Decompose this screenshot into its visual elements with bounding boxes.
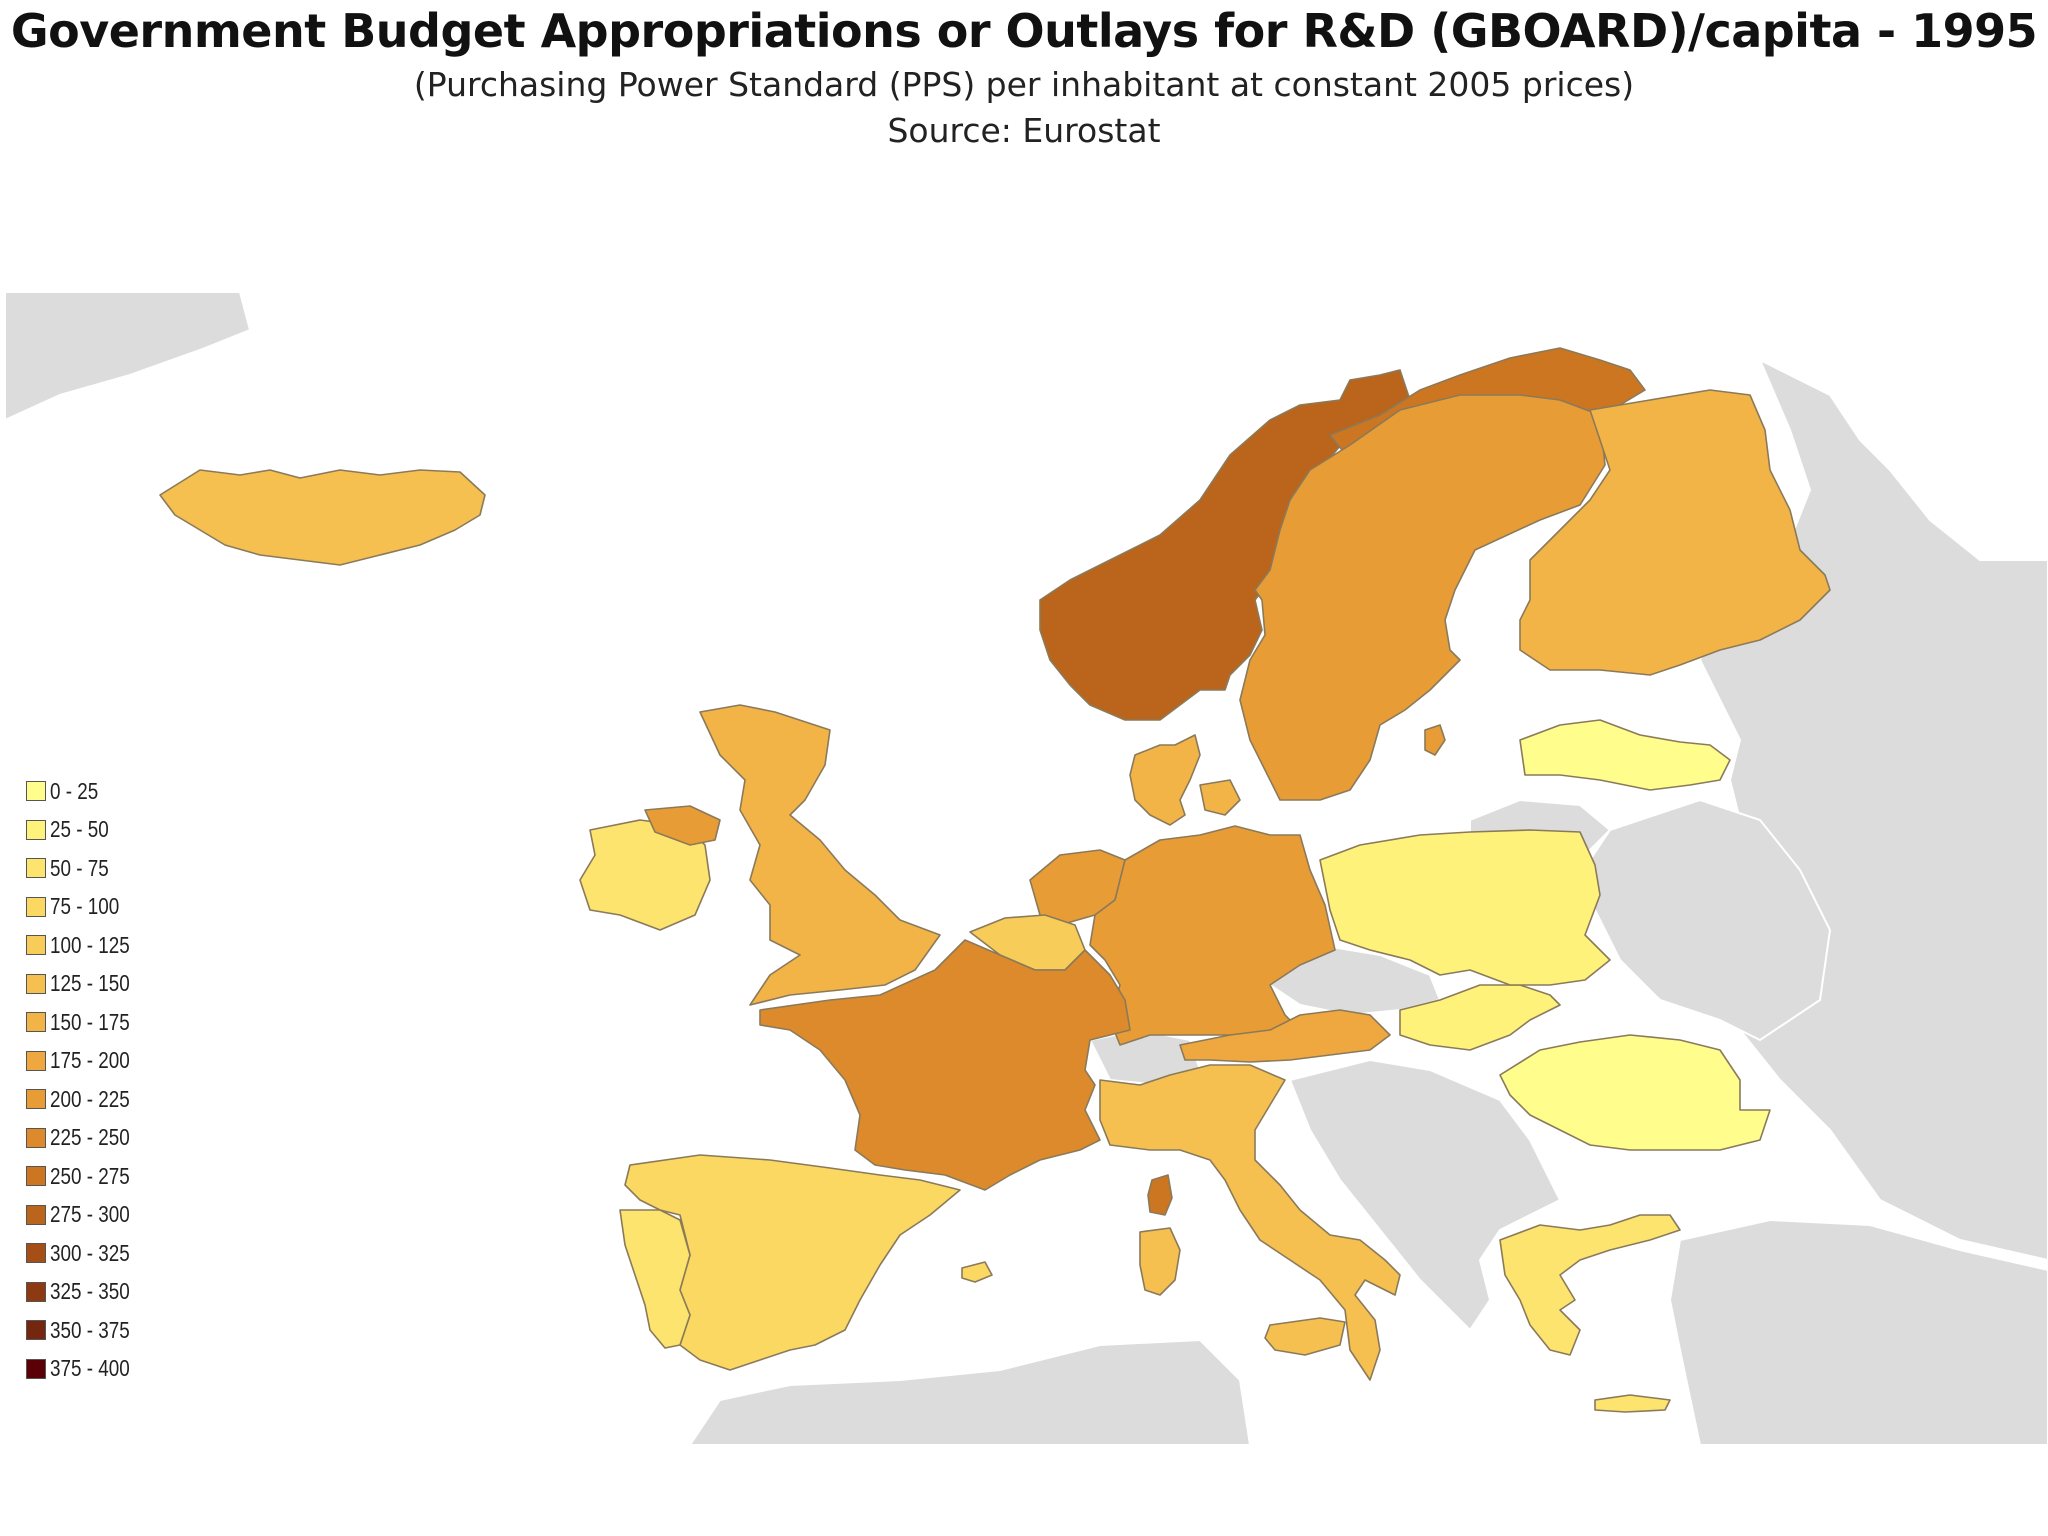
balkans-land	[1288, 1058, 1562, 1332]
legend-item: 0 - 25	[26, 772, 147, 811]
legend-label: 75 - 100	[50, 893, 120, 920]
region-austria[interactable]	[1179, 1009, 1391, 1063]
region-sweden[interactable]	[1239, 394, 1606, 801]
legend-swatch	[26, 935, 46, 956]
region-northern-ireland[interactable]	[644, 805, 721, 846]
legend-label: 275 - 300	[50, 1201, 130, 1228]
legend-item: 200 - 225	[26, 1080, 147, 1119]
region-baltic-states[interactable]	[1519, 719, 1731, 791]
legend-swatch	[26, 781, 46, 802]
north-africa-land	[688, 1338, 1252, 1446]
legend-item: 375 - 400	[26, 1350, 147, 1389]
legend-label: 200 - 225	[50, 1085, 130, 1112]
legend-label: 375 - 400	[50, 1355, 130, 1382]
greenland-land	[4, 291, 252, 422]
header: Government Budget Appropriations or Outl…	[0, 0, 2048, 154]
region-denmark[interactable]	[1129, 734, 1201, 826]
legend-item: 100 - 125	[26, 926, 147, 965]
legend-swatch	[26, 1089, 46, 1110]
legend-label: 150 - 175	[50, 1008, 130, 1035]
legend-item: 125 - 150	[26, 965, 147, 1004]
region-corsica	[1147, 1174, 1173, 1216]
region-gotland	[1424, 724, 1446, 756]
region-france[interactable]	[759, 939, 1131, 1191]
legend-label: 125 - 150	[50, 970, 130, 997]
region-greece[interactable]	[1499, 1214, 1681, 1356]
legend-item: 175 - 200	[26, 1042, 147, 1081]
legend-label: 350 - 375	[50, 1316, 130, 1343]
turkey-land	[1668, 1218, 2048, 1446]
legend-swatch	[26, 1243, 46, 1264]
region-sardinia	[1139, 1227, 1181, 1296]
map-subtitle: (Purchasing Power Standard (PPS) per inh…	[413, 65, 1635, 104]
legend-item: 250 - 275	[26, 1157, 147, 1196]
legend-label: 250 - 275	[50, 1162, 130, 1189]
region-hungary[interactable]	[1399, 984, 1561, 1051]
legend-swatch	[26, 1358, 46, 1379]
legend-label: 50 - 75	[50, 854, 109, 881]
legend-item: 225 - 250	[26, 1119, 147, 1158]
region-finland[interactable]	[1519, 389, 1831, 676]
legend-label: 225 - 250	[50, 1124, 130, 1151]
legend-item: 275 - 300	[26, 1196, 147, 1235]
legend-item: 25 - 50	[26, 811, 147, 850]
legend-item: 325 - 350	[26, 1273, 147, 1312]
region-poland[interactable]	[1319, 829, 1611, 986]
region-sicily	[1264, 1317, 1346, 1356]
legend-item: 300 - 325	[26, 1234, 147, 1273]
map-source: Source: Eurostat	[887, 111, 1161, 150]
legend-swatch	[26, 1050, 46, 1071]
region-romania[interactable]	[1499, 1034, 1771, 1151]
legend-swatch	[26, 1320, 46, 1341]
region-italy[interactable]	[1099, 1064, 1401, 1381]
legend-swatch	[26, 1166, 46, 1187]
legend-label: 0 - 25	[50, 777, 99, 804]
legend-swatch	[26, 1204, 46, 1225]
legend-swatch	[26, 973, 46, 994]
legend-label: 300 - 325	[50, 1239, 130, 1266]
legend-swatch	[26, 896, 46, 917]
countries	[159, 347, 1831, 1413]
legend-swatch	[26, 1127, 46, 1148]
legend-swatch	[26, 1281, 46, 1302]
legend-item: 150 - 175	[26, 1003, 147, 1042]
region-crete	[1594, 1394, 1671, 1413]
legend-label: 100 - 125	[50, 931, 130, 958]
region-balearic	[961, 1261, 993, 1283]
region-denmark-islands	[1199, 779, 1241, 816]
legend-swatch	[26, 819, 46, 840]
legend-item: 350 - 375	[26, 1311, 147, 1350]
legend-label: 175 - 200	[50, 1047, 130, 1074]
legend-item: 75 - 100	[26, 888, 147, 927]
region-iceland[interactable]	[159, 469, 486, 566]
legend-swatch	[26, 858, 46, 879]
legend-label: 325 - 350	[50, 1278, 130, 1305]
legend-swatch	[26, 1012, 46, 1033]
region-spain[interactable]	[624, 1154, 961, 1371]
map-title: Government Budget Appropriations or Outl…	[10, 4, 2038, 58]
region-portugal[interactable]	[619, 1209, 691, 1349]
legend-item: 50 - 75	[26, 849, 147, 888]
legend-label: 25 - 50	[50, 816, 109, 843]
region-great-britain[interactable]	[699, 704, 941, 1006]
legend: 0 - 25 25 - 50 50 - 75 75 - 100 100 - 125 125…	[26, 772, 147, 1388]
